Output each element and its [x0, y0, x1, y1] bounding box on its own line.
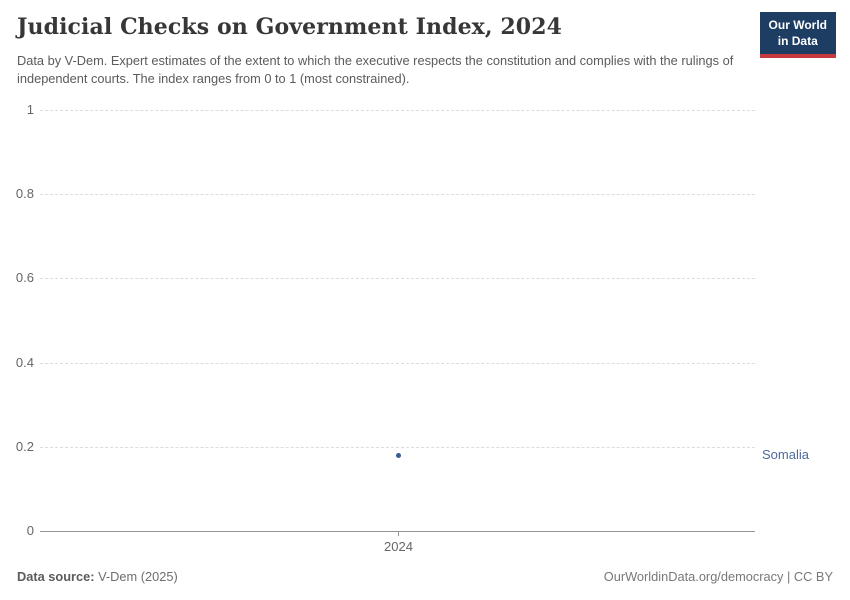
chart-subtitle: Data by V-Dem. Expert estimates of the e… — [17, 53, 734, 86]
data-point-somalia[interactable] — [395, 452, 401, 458]
y-axis-tick-label-0.2: 0.2 — [15, 438, 34, 454]
gridline-y-0.6 — [40, 278, 755, 280]
y-axis-tick-label-0.4: 0.4 — [15, 354, 34, 370]
owid-logo-line2: in Data — [777, 33, 818, 48]
page-title: Judicial Checks on Government Index, 202… — [17, 14, 563, 40]
gridline-y-0.4 — [40, 362, 755, 364]
gridline-y-0.2 — [40, 446, 755, 448]
data-source-label: Data source: — [17, 569, 95, 584]
owid-logo-line1: Our World — [768, 18, 827, 32]
x-axis-tick — [398, 532, 399, 536]
y-axis-tick-label-0: 0 — [26, 523, 34, 538]
footer-url-license[interactable]: OurWorldinData.org/democracy | CC BY — [603, 569, 833, 584]
data-source-value: V-Dem (2025) — [94, 569, 178, 584]
gridline-y-1 — [40, 110, 755, 111]
y-axis-tick-label-1: 1 — [26, 102, 34, 117]
y-axis-tick-label-0.8: 0.8 — [15, 186, 34, 202]
x-axis-line — [40, 531, 755, 532]
y-axis-tick-label-0.6: 0.6 — [15, 270, 34, 286]
owid-logo[interactable]: Our World in Data — [759, 12, 836, 59]
entity-label-somalia[interactable]: Somalia — [762, 447, 809, 463]
gridline-y-0.8 — [40, 194, 755, 196]
data-source: Data source: V-Dem (2025) — [17, 569, 178, 584]
x-axis-tick-label: 2024 — [384, 539, 413, 554]
